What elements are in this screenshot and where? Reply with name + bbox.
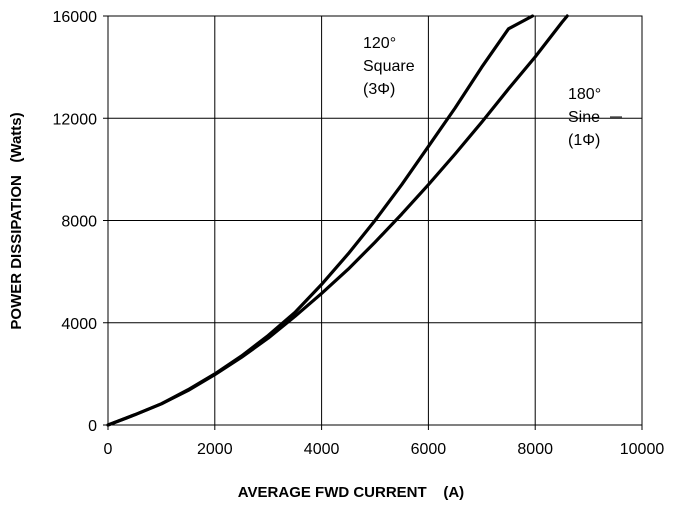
x-tick-label: 8000: [517, 441, 553, 458]
y-tick-label: 0: [88, 418, 97, 435]
x-tick-label: 2000: [197, 441, 233, 458]
annotations: 120° Square (3Φ) 180° Sine (1Φ): [363, 35, 622, 149]
x-tick-label: 10000: [620, 441, 665, 458]
x-tick-label: 0: [104, 441, 113, 458]
x-axis-title: AVERAGE FWD CURRENT (A): [238, 484, 464, 501]
x-tick-label: 6000: [411, 441, 447, 458]
annotation-line: 120°: [363, 35, 396, 52]
annotation-2: 180° Sine (1Φ): [568, 86, 601, 149]
y-tick-labels: 0 4000 8000 12000 16000: [53, 9, 98, 435]
series-line-2: [106, 14, 569, 427]
y-tick-label: 16000: [53, 9, 98, 26]
y-tick-label: 8000: [61, 214, 97, 231]
annotation-1: 120° Square (3Φ): [363, 35, 415, 98]
y-tick-label: 4000: [61, 316, 97, 333]
x-tick-label: 4000: [304, 441, 340, 458]
y-axis-title: POWER DISSIPATION (Watts): [8, 112, 25, 329]
annotation-line: 180°: [568, 86, 601, 103]
plot-area-frame: [107, 15, 643, 426]
x-tick-labels: 0 2000 4000 6000 8000 10000: [104, 441, 665, 458]
series-layer: [106, 14, 569, 427]
y-tick-label: 12000: [53, 111, 98, 128]
annotation-line: (3Φ): [363, 81, 395, 98]
annotation-line: (1Φ): [568, 132, 600, 149]
annotation-line: Square: [363, 58, 415, 75]
annotation-line: Sine: [568, 109, 600, 126]
